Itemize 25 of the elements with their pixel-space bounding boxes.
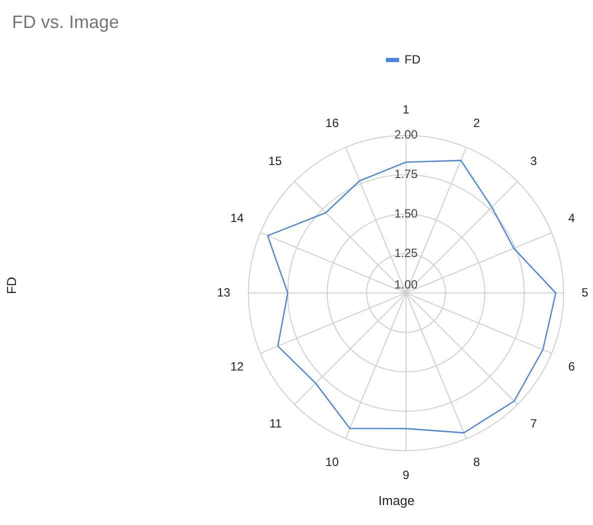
spoke-label: 2: [473, 116, 480, 130]
text: Image: [377, 493, 416, 508]
spoke-label: 11: [269, 416, 282, 431]
spoke-label: 1: [402, 102, 410, 116]
spoke-label: 10: [325, 454, 340, 469]
spoke-label: 14: [230, 210, 244, 225]
text: FD vs. Image: [12, 12, 120, 33]
y-tick-label: 1.75: [394, 167, 418, 182]
y-tick-label: 2.00: [394, 128, 418, 142]
text: FD: [4, 276, 20, 294]
y-tick-label: 1.50: [394, 206, 418, 220]
legend-label: FD: [404, 52, 421, 66]
y-tick-label: 1.25: [394, 246, 418, 260]
spoke-label: 9: [402, 468, 410, 482]
spoke-label: 12: [230, 360, 244, 374]
spoke-label: 4: [568, 210, 576, 225]
spoke-label: 3: [530, 154, 538, 168]
spoke-label: 15: [268, 154, 282, 168]
spoke-label: 16: [325, 116, 340, 130]
spoke-label: 8: [473, 454, 480, 469]
y-tick-label: 1.00: [394, 277, 418, 292]
spoke-label: 7: [530, 416, 538, 431]
spoke-label: 13: [216, 285, 231, 300]
spoke-label: 6: [568, 360, 576, 374]
spoke-label: 5: [582, 285, 589, 300]
